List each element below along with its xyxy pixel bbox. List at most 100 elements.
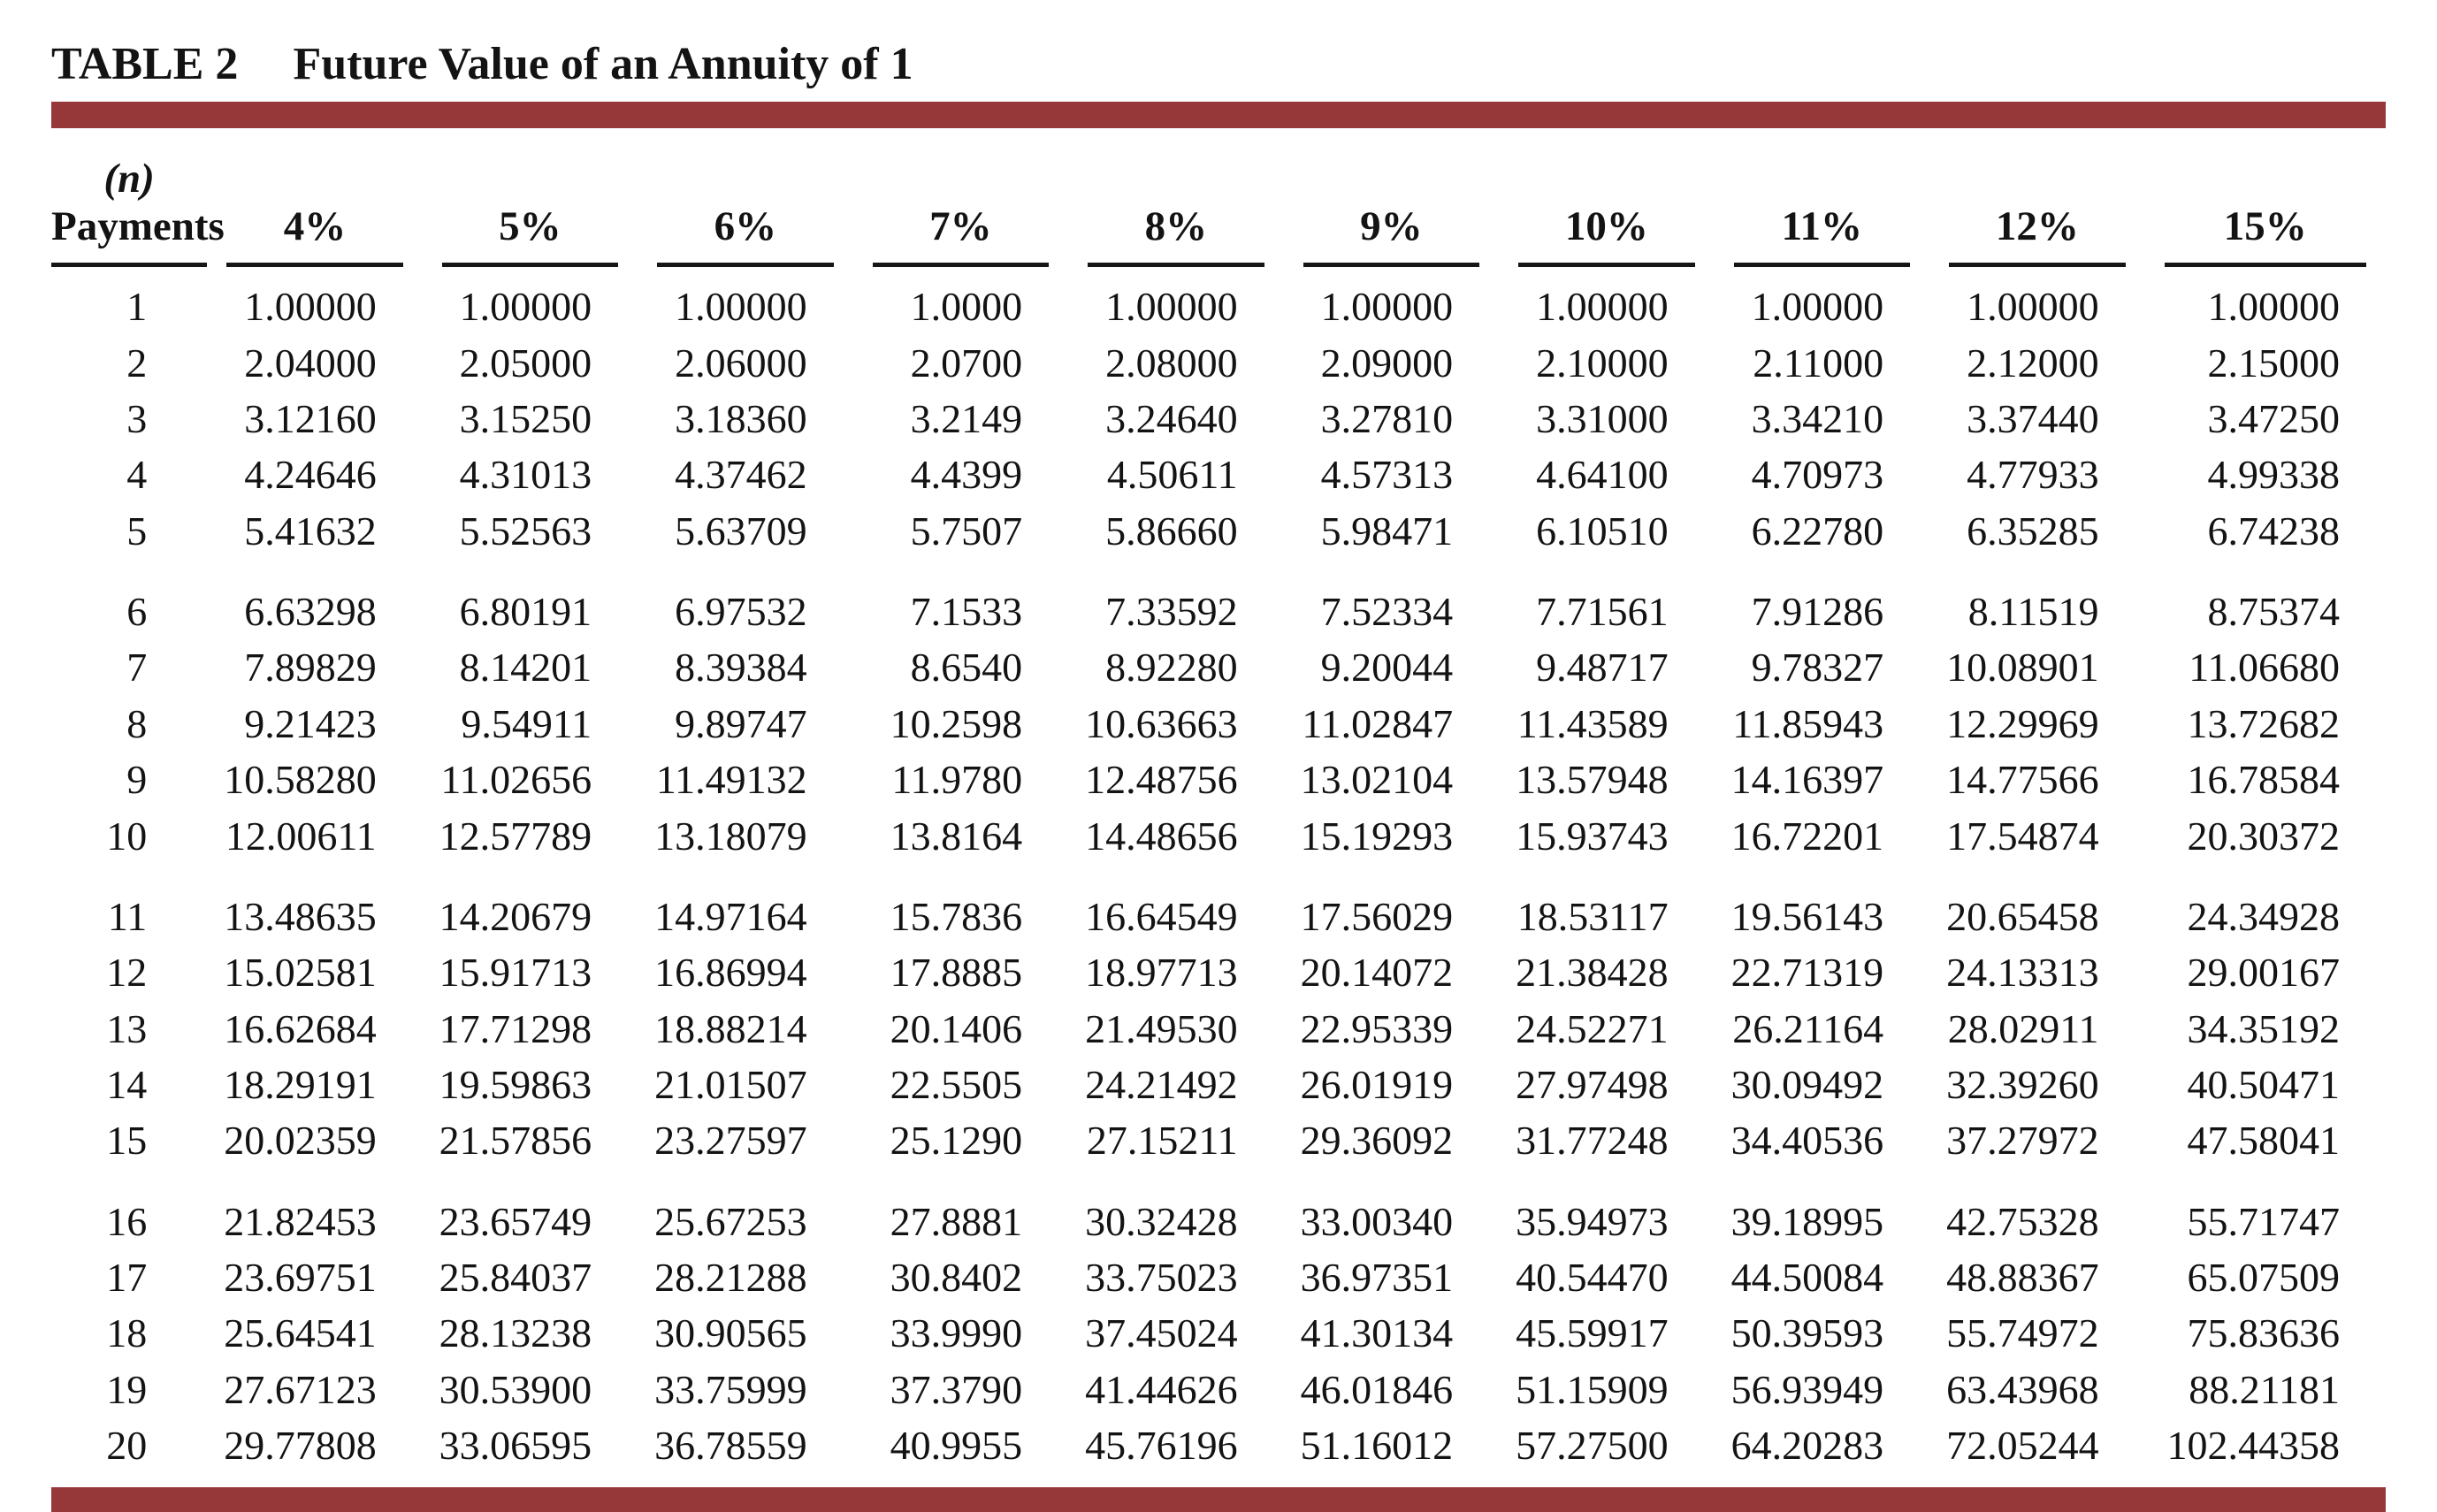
value-cell: 4.31013 bbox=[459, 452, 592, 498]
value-cell: 37.27972 bbox=[1946, 1118, 2099, 1164]
value-cell: 3.27810 bbox=[1320, 396, 1454, 441]
table-number-label: TABLE 2 bbox=[51, 39, 239, 89]
rate-header: 11% bbox=[1715, 155, 1929, 268]
rate-header: 6% bbox=[638, 155, 852, 268]
value-cell: 27.8881 bbox=[890, 1198, 1023, 1244]
value-cell: 26.21164 bbox=[1732, 1005, 1884, 1051]
value-cell: 5.63709 bbox=[675, 508, 807, 554]
value-cell: 11.85943 bbox=[1732, 700, 1884, 746]
value-cell: 13.57948 bbox=[1516, 757, 1669, 803]
value-cell: 27.67123 bbox=[224, 1366, 377, 1412]
value-cell: 1.00000 bbox=[675, 284, 807, 330]
value-cell: 57.27500 bbox=[1516, 1423, 1669, 1469]
value-cell: 3.24640 bbox=[1105, 396, 1238, 441]
value-cell: 3.34210 bbox=[1751, 396, 1884, 441]
value-cell: 4.70973 bbox=[1751, 452, 1884, 498]
value-cell: 2.15000 bbox=[2207, 340, 2341, 386]
payments-header: (n) Payments bbox=[51, 155, 225, 268]
value-cell: 1.00000 bbox=[1751, 284, 1884, 330]
payments-cell: 1 bbox=[126, 284, 148, 330]
value-cell: 35.94973 bbox=[1516, 1198, 1669, 1244]
value-cell: 18.53117 bbox=[1516, 893, 1669, 939]
value-cell: 5.98471 bbox=[1320, 508, 1454, 554]
table-row: 17 23.69751 25.84037 28.21288 30.8402 33.7502… bbox=[51, 1249, 2386, 1305]
table-row: 4 4.24646 4.31013 4.37462 4.4399 4.50611 4.573… bbox=[51, 447, 2386, 502]
value-cell: 24.21492 bbox=[1085, 1061, 1238, 1107]
table-row: 8 9.21423 9.54911 9.89747 10.2598 10.63663 11.… bbox=[51, 696, 2386, 752]
value-cell: 25.84037 bbox=[439, 1255, 592, 1301]
value-cell: 1.00000 bbox=[1320, 284, 1454, 330]
value-cell: 4.57313 bbox=[1320, 452, 1454, 498]
value-cell: 8.11519 bbox=[1967, 589, 2099, 635]
page-title: TABLE 2 Future Value of an Annuity of 1 bbox=[51, 39, 2386, 89]
value-cell: 22.95339 bbox=[1300, 1005, 1454, 1051]
table-row: 12 15.02581 15.91713 16.86994 17.8885 18.9771… bbox=[51, 944, 2386, 1000]
value-cell: 47.58041 bbox=[2187, 1118, 2341, 1164]
value-cell: 2.04000 bbox=[244, 340, 377, 386]
value-cell: 12.48756 bbox=[1085, 757, 1238, 803]
value-cell: 50.39593 bbox=[1730, 1310, 1884, 1356]
value-cell: 15.7836 bbox=[890, 893, 1023, 939]
value-cell: 13.72682 bbox=[2187, 700, 2341, 746]
value-cell: 3.37440 bbox=[1967, 396, 2099, 441]
value-cell: 11.02656 bbox=[440, 757, 592, 803]
value-cell: 24.52271 bbox=[1516, 1005, 1669, 1051]
payments-cell: 20 bbox=[106, 1423, 148, 1469]
value-cell: 4.24646 bbox=[244, 452, 377, 498]
value-cell: 7.71561 bbox=[1536, 589, 1669, 635]
value-cell: 33.06595 bbox=[439, 1423, 592, 1469]
value-cell: 4.37462 bbox=[675, 452, 807, 498]
value-cell: 6.74238 bbox=[2207, 508, 2341, 554]
value-cell: 9.54911 bbox=[461, 700, 592, 746]
value-cell: 13.18079 bbox=[654, 813, 807, 859]
payments-cell: 17 bbox=[106, 1255, 148, 1301]
value-cell: 24.34928 bbox=[2187, 893, 2341, 939]
value-cell: 17.71298 bbox=[439, 1005, 592, 1051]
payments-cell: 2 bbox=[126, 340, 148, 386]
value-cell: 40.54470 bbox=[1516, 1255, 1669, 1301]
value-cell: 88.21181 bbox=[2189, 1366, 2340, 1412]
value-cell: 12.29969 bbox=[1946, 700, 2099, 746]
value-cell: 75.83636 bbox=[2187, 1310, 2341, 1356]
payments-cell: 18 bbox=[106, 1310, 148, 1356]
rate-header: 15% bbox=[2145, 155, 2386, 268]
value-cell: 8.39384 bbox=[675, 645, 807, 691]
value-cell: 11.49132 bbox=[655, 757, 807, 803]
value-cell: 6.80191 bbox=[459, 589, 592, 635]
value-cell: 10.08901 bbox=[1946, 645, 2099, 691]
value-cell: 65.07509 bbox=[2187, 1255, 2341, 1301]
payments-cell: 11 bbox=[107, 893, 148, 939]
value-cell: 14.77566 bbox=[1946, 757, 2099, 803]
value-cell: 7.91286 bbox=[1751, 589, 1884, 635]
value-cell: 7.1533 bbox=[910, 589, 1023, 635]
n-label: (n) bbox=[103, 156, 155, 202]
value-cell: 5.41632 bbox=[244, 508, 377, 554]
value-cell: 14.16397 bbox=[1730, 757, 1884, 803]
value-cell: 21.49530 bbox=[1085, 1005, 1238, 1051]
value-cell: 16.64549 bbox=[1085, 893, 1238, 939]
value-cell: 13.8164 bbox=[890, 813, 1023, 859]
value-cell: 30.53900 bbox=[439, 1366, 592, 1412]
value-cell: 22.5505 bbox=[890, 1061, 1023, 1107]
value-cell: 45.76196 bbox=[1085, 1423, 1238, 1469]
value-cell: 36.78559 bbox=[654, 1423, 807, 1469]
value-cell: 2.0700 bbox=[910, 340, 1023, 386]
value-cell: 1.00000 bbox=[2207, 284, 2341, 330]
value-cell: 13.48635 bbox=[224, 893, 377, 939]
value-cell: 23.27597 bbox=[654, 1118, 807, 1164]
value-cell: 27.15211 bbox=[1086, 1118, 1238, 1164]
value-cell: 41.30134 bbox=[1300, 1310, 1454, 1356]
value-cell: 9.48717 bbox=[1536, 645, 1669, 691]
payments-cell: 7 bbox=[126, 645, 148, 691]
payments-cell: 9 bbox=[126, 757, 148, 803]
value-cell: 11.02847 bbox=[1302, 700, 1454, 746]
payments-cell: 13 bbox=[106, 1005, 148, 1051]
value-cell: 30.32428 bbox=[1085, 1198, 1238, 1244]
payments-cell: 12 bbox=[106, 950, 148, 996]
value-cell: 16.78584 bbox=[2187, 757, 2341, 803]
value-cell: 1.00000 bbox=[1967, 284, 2099, 330]
value-cell: 20.30372 bbox=[2187, 813, 2341, 859]
value-cell: 4.99338 bbox=[2207, 452, 2341, 498]
value-cell: 34.40536 bbox=[1730, 1118, 1884, 1164]
